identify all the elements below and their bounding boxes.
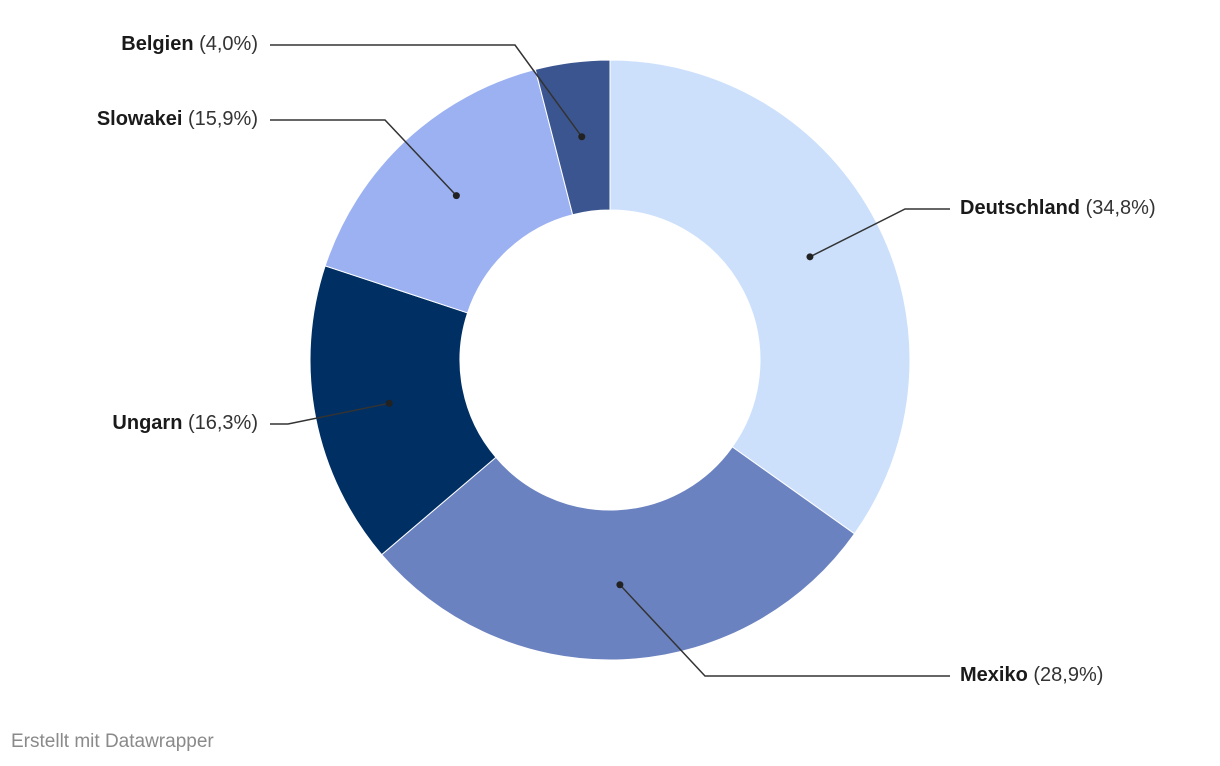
leader-line-ungarn xyxy=(270,402,390,425)
label-value-mexiko: (28,9%) xyxy=(1033,664,1103,686)
label-name-deutschland: Deutschland xyxy=(960,197,1086,219)
slice-mexiko[interactable] xyxy=(381,446,856,661)
leader-line-deutschland xyxy=(809,208,950,258)
leader-line-belgien xyxy=(270,44,583,138)
datawrapper-credit-link[interactable]: Erstellt mit Datawrapper xyxy=(11,731,214,752)
label-value-ungarn: (16,3%) xyxy=(188,412,258,434)
leader-line-mexiko xyxy=(619,584,950,677)
leader-dot-mexiko xyxy=(616,581,624,589)
leader-dot-deutschland xyxy=(806,253,814,261)
label-slowakei: Slowakei (15,9%) xyxy=(97,108,258,130)
leader-line-slowakei xyxy=(270,119,457,197)
slice-slowakei[interactable] xyxy=(324,68,574,314)
label-name-slowakei: Slowakei xyxy=(97,108,188,130)
label-name-belgien: Belgien xyxy=(121,33,199,55)
label-belgien: Belgien (4,0%) xyxy=(121,33,258,55)
leader-dot-ungarn xyxy=(385,399,393,407)
label-value-deutschland: (34,8%) xyxy=(1086,197,1156,219)
slice-ungarn[interactable] xyxy=(309,265,497,556)
label-name-ungarn: Ungarn xyxy=(112,412,188,434)
leader-dot-belgien xyxy=(578,133,586,141)
label-name-mexiko: Mexiko xyxy=(960,664,1033,686)
label-value-belgien: (4,0%) xyxy=(199,33,258,55)
label-value-slowakei: (15,9%) xyxy=(188,108,258,130)
label-deutschland: Deutschland (34,8%) xyxy=(960,197,1156,219)
label-ungarn: Ungarn (16,3%) xyxy=(112,412,258,434)
label-mexiko: Mexiko (28,9%) xyxy=(960,664,1103,686)
slice-deutschland[interactable] xyxy=(609,59,911,535)
leader-dot-slowakei xyxy=(452,192,460,200)
